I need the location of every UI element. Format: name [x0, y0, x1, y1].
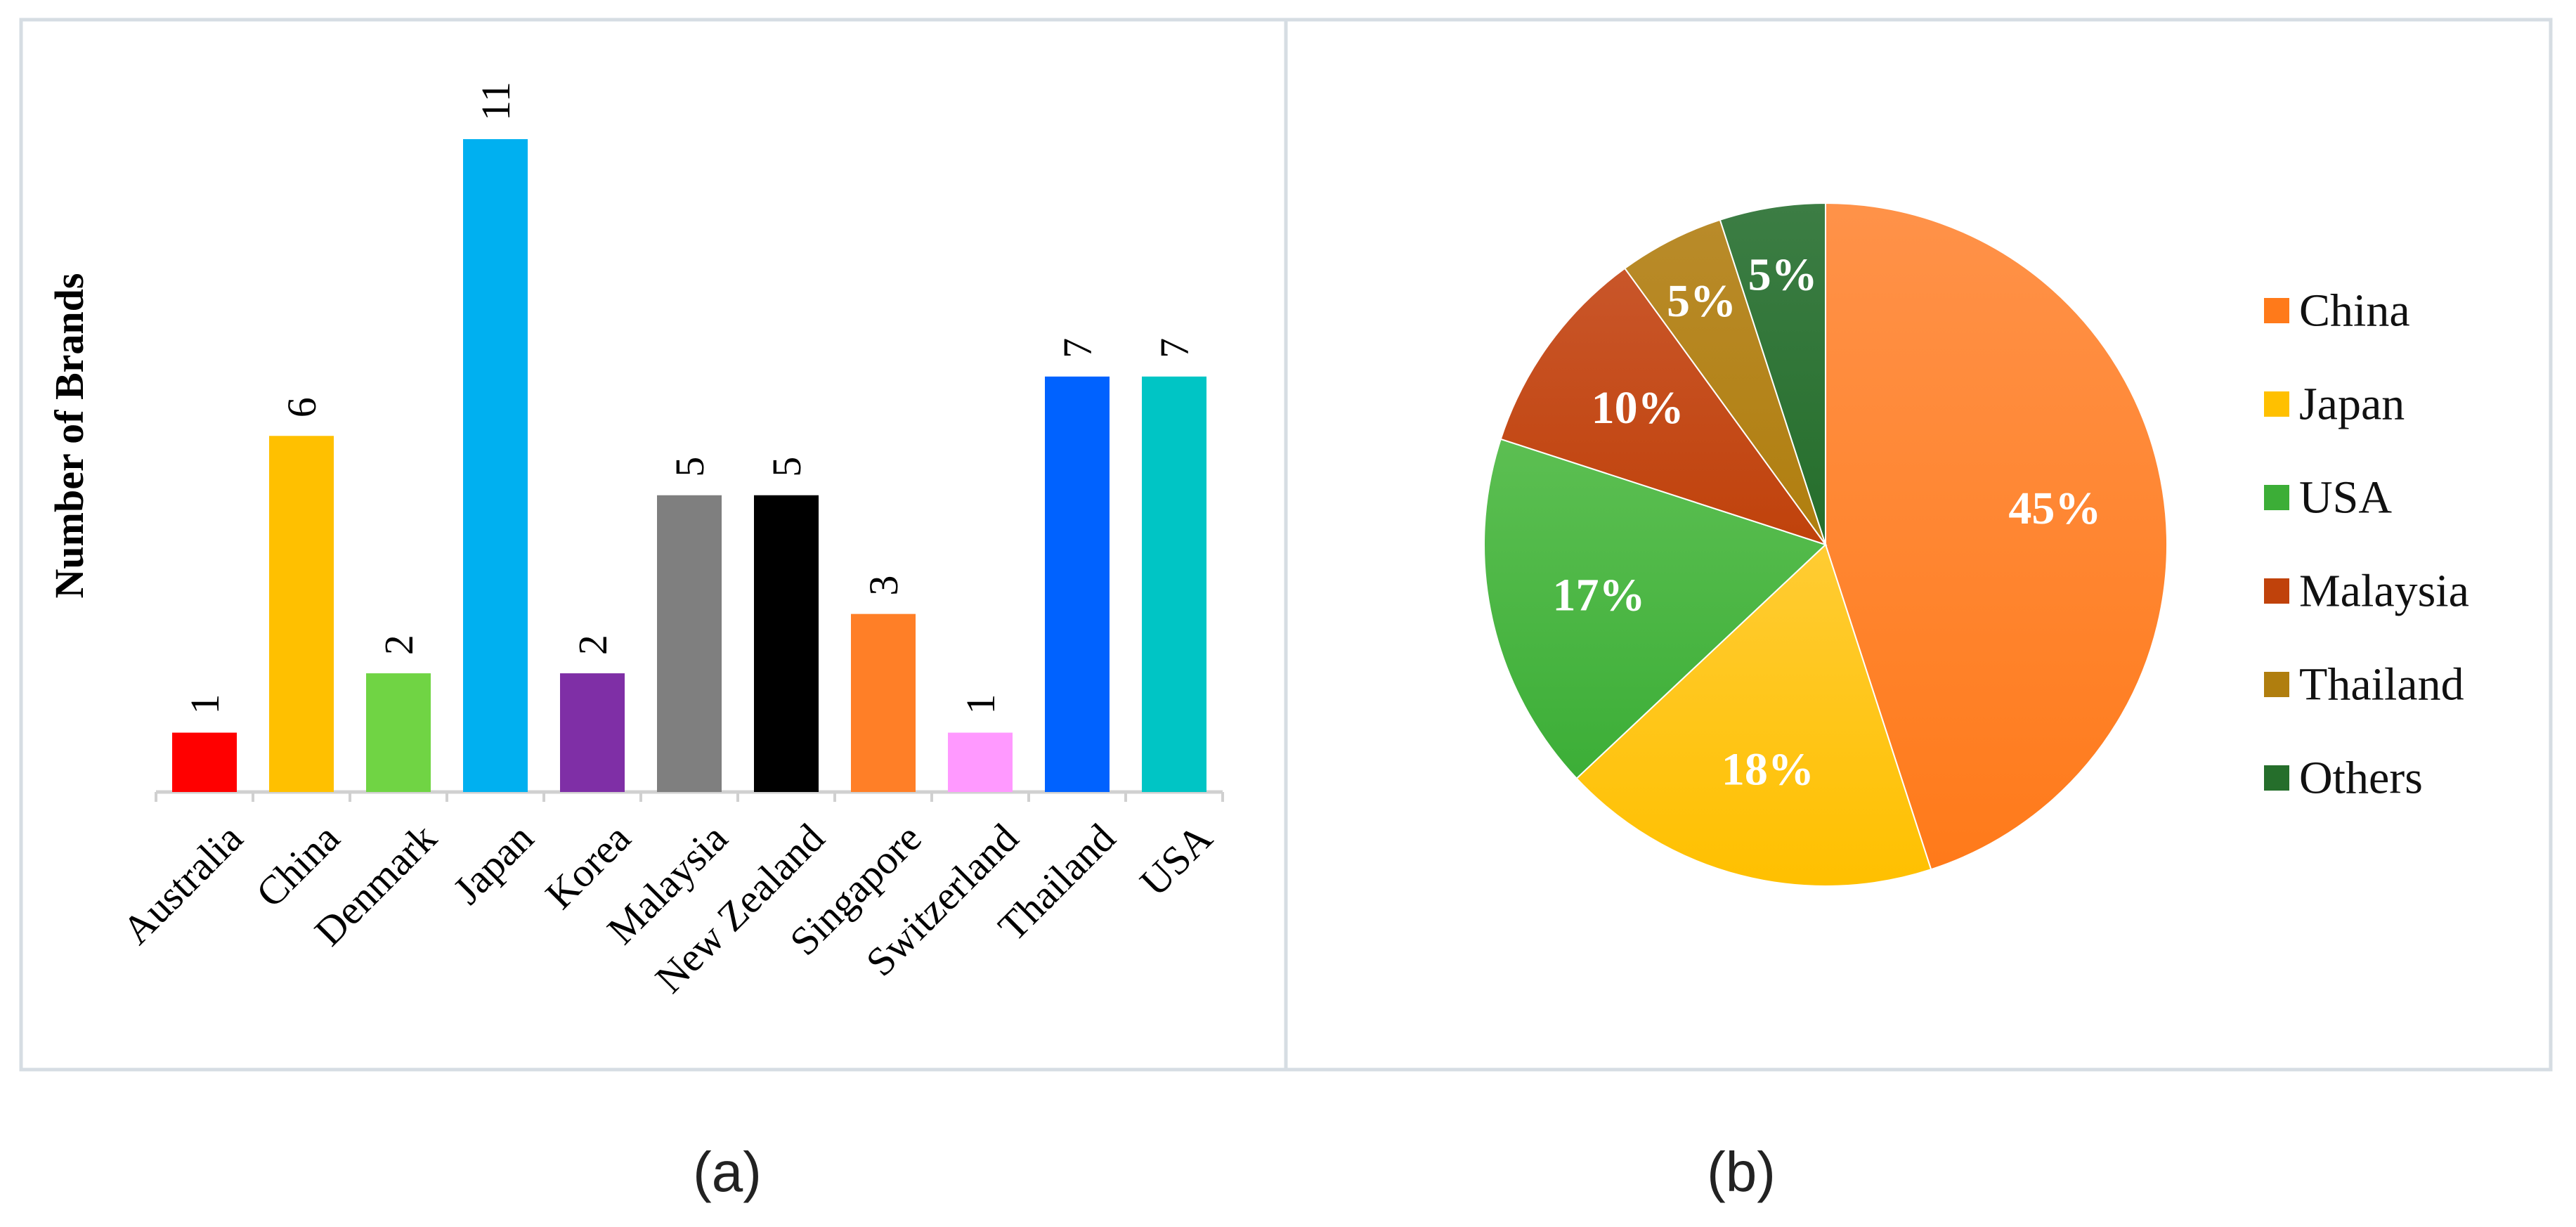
pie-value-label-china: 45% — [2008, 483, 2101, 534]
legend-label-others: Others — [2299, 753, 2423, 804]
bar-japan — [463, 139, 528, 792]
legend-swatch-malaysia — [2264, 578, 2289, 604]
bar-value-label-new-zealand: 5 — [764, 457, 809, 477]
legend-label-china: China — [2299, 285, 2410, 337]
pie-slice-usa — [1483, 438, 1827, 780]
bar-series — [172, 139, 1206, 792]
legend-label-usa: USA — [2299, 472, 2392, 524]
legend-swatch-thailand — [2264, 672, 2289, 697]
pie-slice-japan — [1575, 543, 1932, 887]
bar-usa — [1142, 376, 1206, 792]
bar-switzerland — [948, 732, 1013, 792]
bar-value-label-china: 6 — [279, 397, 325, 417]
pie-slice-thailand — [1623, 219, 1826, 545]
legend: China Japan USA Malaysia Thailand Others — [2264, 285, 2469, 804]
bar-australia — [172, 732, 237, 792]
bar-new-zealand — [754, 495, 819, 792]
pie-slice-others — [1719, 202, 1826, 545]
pie-value-labels: 45% 18% 17% 10% 5%5% — [1552, 249, 2101, 795]
panel-b-caption: (b) — [1707, 1141, 1776, 1203]
pie-slice-china — [1825, 202, 2168, 871]
legend-label-malaysia: Malaysia — [2299, 566, 2469, 617]
legend-swatch-others — [2264, 765, 2289, 791]
bar-value-label-korea: 2 — [570, 635, 616, 655]
pie-slice-malaysia — [1500, 267, 1828, 546]
pie-value-label-japan: 18% — [1722, 744, 1814, 796]
bar-value-label-japan: 11 — [473, 82, 519, 121]
legend-swatch-usa — [2264, 485, 2289, 510]
panel-a-caption: (a) — [693, 1141, 762, 1203]
bar-malaysia — [657, 495, 722, 792]
bar-value-label-singapore: 3 — [861, 576, 906, 596]
legend-swatch-japan — [2264, 391, 2289, 417]
bar-value-label-switzerland: 1 — [958, 694, 1003, 715]
pie-value-label-others: 5% — [1748, 249, 1818, 300]
pie-slices — [1483, 202, 2168, 887]
bar-korea — [560, 673, 625, 792]
bar-value-label-thailand: 7 — [1055, 338, 1100, 358]
pie-value-label-thailand: 5% — [1667, 275, 1736, 327]
y-axis-title: Number of Brands — [46, 273, 92, 599]
x-axis-ticks — [155, 792, 1224, 802]
bar-value-label-australia: 1 — [182, 694, 228, 715]
bar-value-labels: 1 6 2 11 2 5 5 3 1 7 7 — [182, 82, 1197, 714]
bar-china — [269, 436, 334, 792]
bar-value-label-malaysia: 5 — [667, 457, 713, 477]
pie-value-label-usa: 17% — [1552, 570, 1645, 621]
bar-singapore — [851, 614, 916, 792]
bar-value-label-denmark: 2 — [376, 635, 422, 655]
legend-swatch-china — [2264, 298, 2289, 323]
bar-denmark — [366, 673, 431, 792]
legend-label-japan: Japan — [2299, 379, 2405, 430]
panel-b: 45% 18% 17% 10% 5%5% China Japan USA Malaysia Th… — [1284, 18, 2553, 1203]
legend-label-thailand: Thailand — [2299, 659, 2464, 710]
pie-value-label-malaysia: 10% — [1592, 382, 1684, 434]
bar-value-label-usa: 7 — [1152, 338, 1197, 358]
bar-thailand — [1045, 376, 1110, 792]
